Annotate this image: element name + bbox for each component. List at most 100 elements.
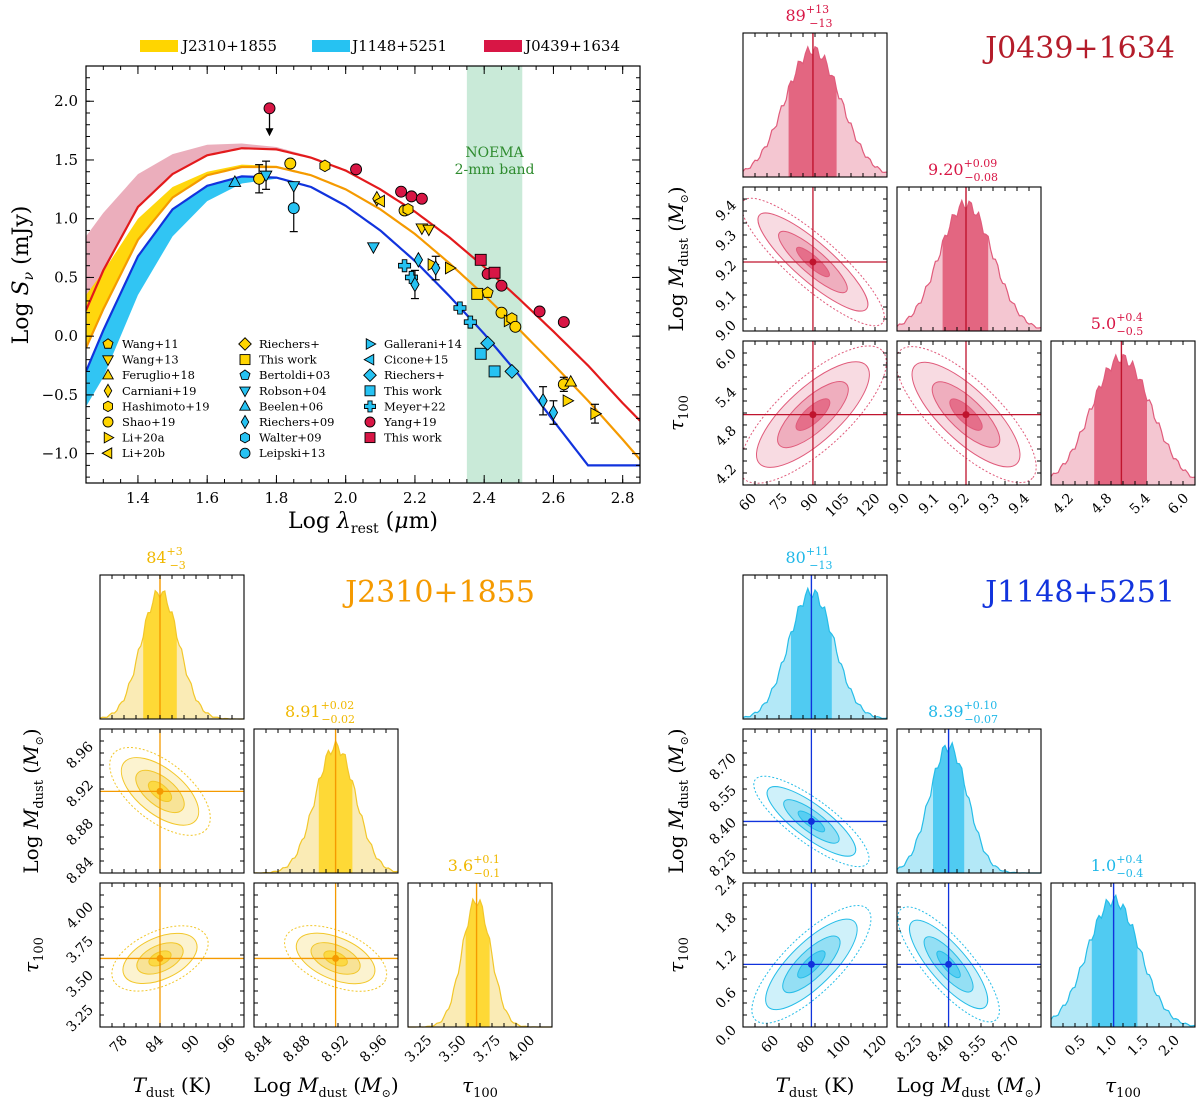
- legend-entry: Riechers+09: [259, 415, 334, 429]
- y-tick-label: 4.8: [713, 423, 740, 450]
- label-part: −3: [170, 559, 186, 572]
- legend-label: J1148+5251: [350, 37, 447, 55]
- label-part: M: [1003, 1073, 1025, 1097]
- data-point: [373, 194, 385, 208]
- contour-group: [100, 729, 244, 873]
- data-point: [495, 279, 508, 292]
- y-tick-label: 8.70: [706, 750, 739, 783]
- legend-swatch: [312, 40, 350, 52]
- x-tick-label: 9.4: [1006, 490, 1033, 517]
- label-part: ): [391, 1073, 399, 1097]
- legend-entry: Cicone+15: [384, 353, 448, 367]
- label-part: dust: [961, 1086, 990, 1101]
- data-point: [238, 337, 252, 351]
- label-part: +0.10: [964, 699, 998, 712]
- x-tick-label: 3.25: [402, 1033, 435, 1066]
- x-tick-label: 80: [794, 1033, 818, 1057]
- x-tick-label: 100: [824, 1033, 854, 1063]
- data-point: [364, 400, 376, 413]
- legend-entry: Beelen+06: [259, 399, 323, 413]
- y-tick-label: −1.0: [42, 445, 78, 463]
- data-point: [287, 202, 300, 215]
- data-point: [410, 276, 420, 293]
- data-point: [474, 253, 487, 266]
- data-point: [509, 320, 522, 333]
- data-point: [471, 287, 484, 300]
- upper-limit-head: [265, 128, 274, 137]
- data-point: [504, 363, 520, 379]
- data-point: [444, 261, 457, 275]
- label-part: 1.0: [1091, 856, 1116, 875]
- label-part: Log: [288, 509, 337, 534]
- legend-entry: Robson+04: [259, 384, 326, 398]
- y-axis-label: τ100: [664, 395, 692, 431]
- data-point: [538, 392, 548, 409]
- noema-label: 2-mm band: [455, 162, 535, 178]
- data-point: [564, 374, 578, 387]
- x-tick-label: 84: [143, 1032, 167, 1056]
- uncertainty-band: [86, 176, 277, 407]
- posterior-title: 89+13 −13: [786, 3, 833, 30]
- label-part: ν: [21, 271, 37, 280]
- x-tick-label: 8.25: [892, 1033, 925, 1066]
- legend-entry: Li+20b: [122, 446, 165, 460]
- label-part: τ: [664, 419, 688, 431]
- label-part: −0.07: [964, 713, 998, 726]
- label-part: 100: [677, 937, 692, 962]
- x-tick-label: 120: [853, 491, 883, 521]
- legend-entry: This work: [384, 384, 443, 398]
- label-part: ⊙: [678, 736, 691, 745]
- y-axis-label: Log Mdust (M⊙): [664, 186, 692, 331]
- posterior-title: 8.91+0.02 −0.02: [285, 699, 355, 726]
- x-tick-label: 2.4: [472, 489, 496, 507]
- label-part: +11: [806, 545, 829, 558]
- object-name: J0439+1634: [982, 31, 1175, 66]
- data-point: [238, 399, 252, 411]
- label-part: 100: [32, 937, 47, 962]
- panel-frame: [742, 728, 888, 874]
- x-tick-label: 8.92: [319, 1033, 352, 1066]
- contour-level: [751, 905, 872, 1024]
- x-tick-label: 9.0: [886, 491, 913, 518]
- data-point: [402, 203, 414, 216]
- object-name: J2310+1855: [342, 575, 535, 610]
- label-part: dust: [789, 1086, 818, 1101]
- label-part: 100: [473, 1086, 498, 1101]
- label-part: (: [990, 1073, 1004, 1097]
- best-fit-point: [156, 954, 164, 962]
- contour-group: [897, 883, 1041, 1027]
- y-tick-label: 8.25: [706, 847, 739, 880]
- x-tick-label: 60: [758, 1033, 782, 1057]
- x-tick-label: 8.84: [242, 1032, 275, 1065]
- legend-entry: Gallerani+14: [384, 337, 462, 351]
- data-point: [350, 163, 363, 176]
- contour-group: [743, 187, 887, 331]
- data-point: [101, 355, 115, 367]
- sed-curve: [86, 147, 640, 422]
- data-point: [239, 354, 251, 366]
- legend-entry: Wang+11: [122, 337, 179, 351]
- label-part: ): [664, 728, 688, 736]
- label-part: 5.0: [1091, 314, 1116, 333]
- y-tick-label: 1.2: [713, 947, 740, 974]
- data-point: [363, 353, 375, 366]
- credible-interval: [1091, 895, 1138, 1027]
- credible-interval: [465, 899, 490, 1027]
- contour-level: [111, 925, 209, 992]
- data-point: [284, 157, 297, 170]
- label-part: M: [940, 1073, 962, 1097]
- x-tick-label: 78: [107, 1033, 131, 1057]
- contour-group: [743, 341, 887, 485]
- legend-entry: Hashimoto+19: [122, 399, 210, 413]
- x-axis-label: Tdust (K): [776, 1073, 855, 1101]
- y-tick-label: 9.3: [713, 228, 740, 255]
- posterior-title: 80+11 −13: [786, 545, 833, 572]
- best-fit-point: [945, 960, 953, 968]
- label-part: +0.09: [964, 157, 998, 170]
- legend-entry: Li+20a: [122, 431, 165, 445]
- legend-entry: Riechers+: [384, 368, 445, 382]
- data-point: [364, 385, 376, 397]
